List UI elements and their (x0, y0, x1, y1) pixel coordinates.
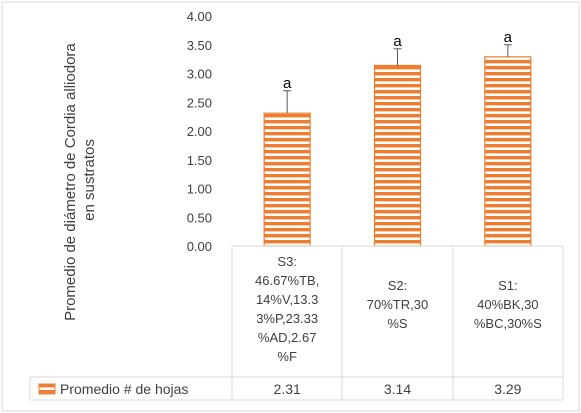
category-label: S2: 70%TR,30 %S (367, 278, 428, 331)
y-tick-label: 3.00 (187, 67, 212, 82)
category-label-line: 14%V,13.3 (256, 292, 318, 307)
category-label-line: 70%TR,30 (367, 297, 428, 312)
category-label: S1: 40%BK,30 %BC,30%S (474, 278, 542, 331)
y-tick-label: 4.00 (187, 9, 212, 24)
category-label-line: S3: (277, 254, 297, 269)
y-tick-label: 0.00 (187, 239, 212, 254)
legend-swatch (38, 383, 56, 395)
y-tick-label: 2.00 (187, 124, 212, 139)
y-axis-ticks: 0.00 0.50 1.00 1.50 2.00 2.50 3.00 3.50 4.00 (187, 9, 212, 254)
bar (263, 112, 311, 247)
category-labels: S3: 46.67%TB, 14%V,13.3 3%P,23.33 %AD,2.67 %F… (255, 254, 542, 364)
category-label-line: %AD,2.67 (258, 330, 317, 345)
significance-letter: a (283, 75, 292, 92)
y-tick-label: 0.50 (187, 210, 212, 225)
category-label-line: 3%P,23.33 (256, 311, 318, 326)
y-axis-title-line-2: en sustratos (81, 139, 98, 221)
legend-series-name: Promedio # de hojas (60, 381, 188, 397)
category-label-line: S1: (498, 278, 518, 293)
category-label: S3: 46.67%TB, 14%V,13.3 3%P,23.33 %AD,2.67 %F (255, 254, 319, 364)
data-table-values: 2.31 3.14 3.29 (274, 381, 522, 397)
bars: a a a (263, 29, 532, 247)
data-table: S3: 46.67%TB, 14%V,13.3 3%P,23.33 %AD,2.67 %F… (29, 245, 564, 401)
y-tick-label: 2.50 (187, 95, 212, 110)
category-label-line: %F (277, 349, 297, 364)
data-table-value: 3.14 (384, 381, 411, 397)
significance-letter: a (504, 29, 513, 46)
category-label-line: %BC,30%S (474, 316, 542, 331)
category-label-line: %S (387, 316, 408, 331)
y-tick-label: 3.50 (187, 38, 212, 53)
y-tick-label: 1.00 (187, 182, 212, 197)
data-table-value: 3.29 (494, 381, 521, 397)
y-tick-label: 1.50 (187, 153, 212, 168)
y-axis-title-line-1: Promedio de diámetro de Cordia alliodora (62, 43, 79, 321)
y-axis-title: Promedio de diámetro de Cordia alliodora… (62, 39, 98, 321)
category-label-line: 46.67%TB, (255, 273, 319, 288)
category-label-line: 40%BK,30 (477, 297, 538, 312)
data-table-value: 2.31 (274, 381, 301, 397)
bar (484, 56, 532, 247)
category-label-line: S2: (388, 278, 408, 293)
significance-letter: a (393, 33, 402, 50)
bar (373, 64, 422, 247)
